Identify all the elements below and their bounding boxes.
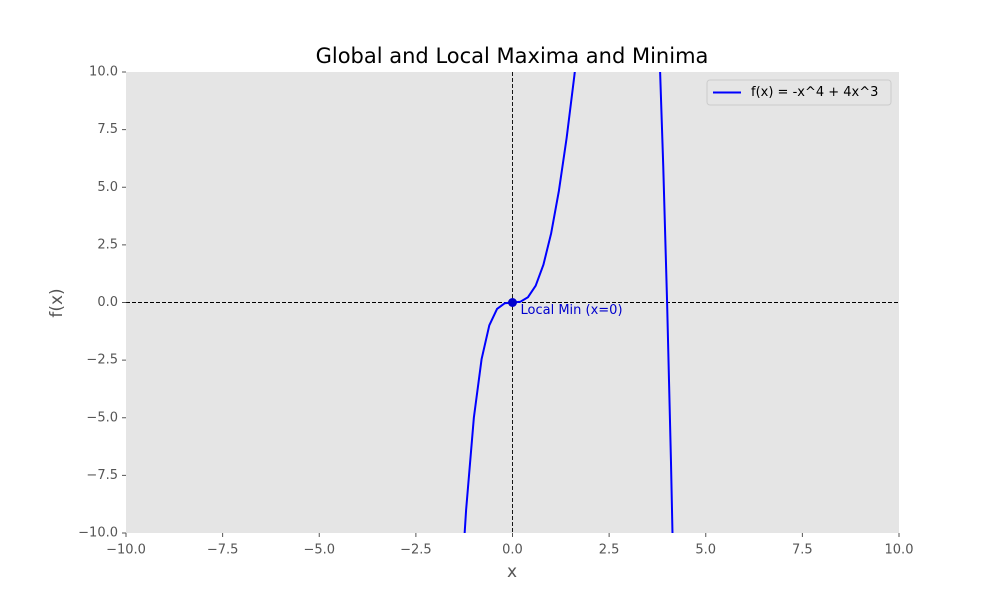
x-tick-label: −7.5	[207, 543, 239, 558]
y-tick-label: 7.5	[97, 122, 118, 137]
y-tick-label: −7.5	[86, 468, 118, 483]
annotation: Local Min (x=0)	[521, 303, 623, 318]
x-axis-label: x	[507, 562, 517, 582]
y-tick-label: −2.5	[86, 353, 118, 368]
legend-label: f(x) = -x^4 + 4x^3	[751, 85, 878, 100]
line-series	[463, 72, 674, 533]
y-tick-label: 10.0	[89, 65, 118, 80]
y-tick-label: −5.0	[86, 410, 118, 425]
x-tick-label: 5.0	[695, 543, 716, 558]
x-tick-label: 2.5	[599, 543, 620, 558]
point-marker	[508, 298, 517, 307]
y-tick-label: 2.5	[97, 237, 118, 252]
chart-title: Global and Local Maxima and Minima	[316, 44, 709, 68]
x-tick-label: −10.0	[106, 543, 146, 558]
legend-box	[706, 79, 892, 106]
y-tick-label: −10.0	[78, 526, 118, 541]
x-tick-label: −2.5	[400, 543, 432, 558]
y-tick-label: 5.0	[97, 180, 118, 195]
x-tick-label: 7.5	[792, 543, 813, 558]
y-axis-label: f(x)	[47, 288, 67, 317]
y-tick-label: 0.0	[97, 295, 118, 310]
x-tick-label: −5.0	[303, 543, 335, 558]
x-tick-label: 10.0	[885, 543, 914, 558]
x-tick-label: 0.0	[502, 543, 523, 558]
